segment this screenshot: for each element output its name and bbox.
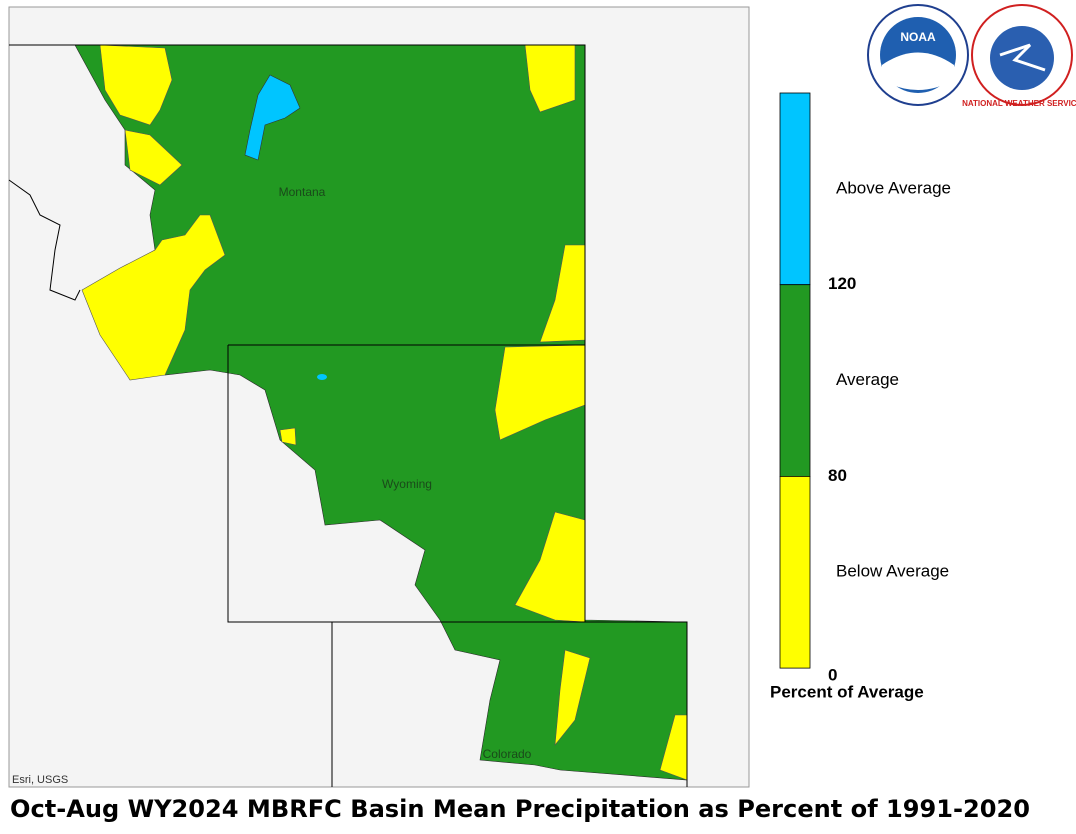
attribution: Esri, USGS [12, 774, 68, 786]
state-label: Wyoming [382, 477, 432, 491]
state-borders [8, 44, 688, 787]
map-title: Oct-Aug WY2024 MBRFC Basin Mean Precipit… [10, 795, 1030, 823]
legend-break: 0 [828, 666, 837, 685]
legend-swatch [779, 475, 811, 669]
noaa-text: NOAA [900, 30, 936, 44]
legend-break: 80 [828, 466, 847, 485]
nws-text: NATIONAL WEATHER SERVICE [962, 99, 1076, 108]
legend-swatch [779, 284, 811, 477]
noaa-logo: NOAA [867, 4, 969, 106]
legend-label: Above Average [836, 178, 951, 197]
legend-label: Average [836, 370, 899, 389]
state-label: Montana [279, 185, 326, 199]
map-shapes [8, 44, 688, 787]
below-average-basins [81, 44, 688, 781]
legend-break: 120 [828, 274, 856, 293]
legend: Percent of Average Above Average Average B… [770, 92, 951, 701]
nws-logo: NATIONAL WEATHER SERVICE [962, 4, 1076, 108]
above-average-lake [317, 374, 327, 380]
above-average-basin [244, 74, 301, 161]
legend-title: Percent of Average [770, 682, 924, 701]
legend-label: Below Average [836, 562, 949, 581]
state-label: Colorado [483, 747, 532, 761]
legend-swatch [779, 92, 811, 286]
